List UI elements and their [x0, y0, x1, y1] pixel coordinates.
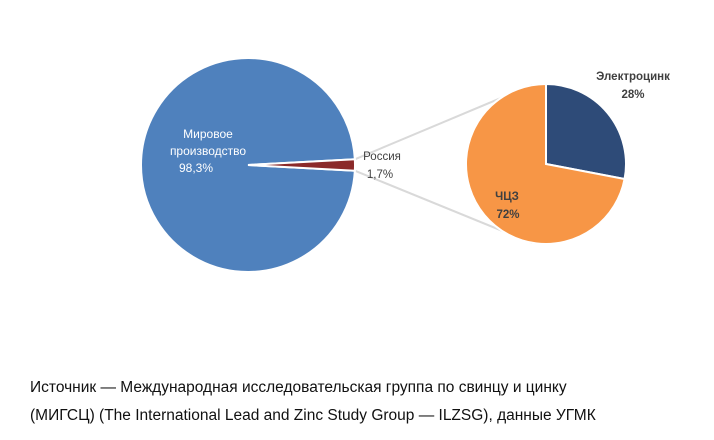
slice-value-russia: 1,7%	[367, 169, 393, 181]
source-line-1: Источник — Международная исследовательск…	[30, 379, 567, 396]
slice-value-chtsz: 72%	[496, 209, 519, 221]
slice-label-electrozinc: Электроцинк	[596, 71, 670, 83]
slice-russia	[247, 158, 356, 172]
slice-label-world-line2: производство	[170, 144, 246, 158]
pie-world	[140, 57, 356, 273]
slice-label-russia: Россия	[363, 151, 401, 163]
slice-label-chtsz: ЧЦЗ	[495, 191, 519, 203]
chart: Мировое производство 98,3% Россия 1,7% Э…	[140, 57, 670, 273]
slice-value-world: 98,3%	[179, 161, 213, 175]
pie-russia-breakdown	[465, 82, 627, 245]
slice-value-electrozinc: 28%	[621, 89, 644, 101]
source-line-2: (МИГСЦ) (The International Lead and Zinc…	[30, 407, 596, 424]
slice-label-world-line1: Мировое	[183, 127, 233, 141]
source-note: Источник — Международная исследовательск…	[30, 374, 710, 430]
slice-chtsz	[465, 82, 626, 245]
slice-electrozinc	[545, 82, 627, 181]
